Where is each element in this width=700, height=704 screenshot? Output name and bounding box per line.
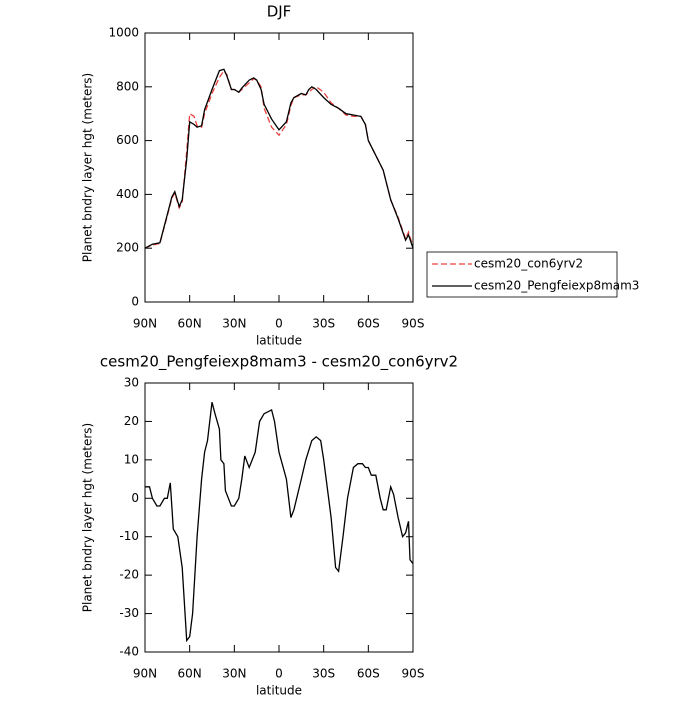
x-tick-label: 60S — [357, 667, 380, 681]
y-tick-label: 0 — [131, 295, 139, 309]
chart-title: cesm20_Pengfeiexp8mam3 - cesm20_con6yrv2 — [100, 353, 458, 372]
y-tick-label: -20 — [119, 568, 139, 582]
x-axis-label: latitude — [256, 334, 302, 348]
y-tick-label: 30 — [124, 376, 139, 390]
x-tick-label: 30N — [222, 317, 246, 331]
x-tick-label: 60N — [178, 667, 202, 681]
y-axis-label: Planet bndry layer hgt (meters) — [81, 423, 95, 613]
chart-title: DJF — [267, 3, 292, 21]
legend-label: cesm20_con6yrv2 — [474, 257, 583, 271]
x-tick-label: 30S — [312, 317, 335, 331]
plot-frame — [144, 382, 414, 653]
y-tick-label: 0 — [131, 491, 139, 505]
y-axis-label: Planet bndry layer hgt (meters) — [81, 73, 95, 263]
y-tick-label: 600 — [116, 133, 139, 147]
y-tick-label: 200 — [116, 241, 139, 255]
y-tick-label: 400 — [116, 187, 139, 201]
y-tick-label: -40 — [119, 645, 139, 659]
y-tick-label: -10 — [119, 529, 139, 543]
line — [145, 402, 414, 643]
x-tick-label: 0 — [275, 317, 283, 331]
x-tick-label: 60N — [178, 317, 202, 331]
x-tick-label: 90S — [402, 317, 425, 331]
x-tick-label: 90N — [133, 317, 157, 331]
x-tick-label: 0 — [275, 667, 283, 681]
x-tick-label: 90S — [402, 667, 425, 681]
x-tick-label: 60S — [357, 317, 380, 331]
legend-box — [426, 251, 618, 298]
legend-label: cesm20_Pengfeiexp8mam3 — [474, 279, 639, 293]
plot-frame — [144, 32, 414, 303]
x-axis-label: latitude — [256, 684, 302, 698]
y-tick-label: 10 — [124, 452, 139, 466]
y-tick-label: 1000 — [108, 26, 139, 40]
x-tick-label: 30N — [222, 667, 246, 681]
x-tick-label: 30S — [312, 667, 335, 681]
y-tick-label: 20 — [124, 414, 139, 428]
line — [144, 68, 414, 249]
y-tick-label: -30 — [119, 606, 139, 620]
x-tick-label: 90N — [133, 667, 157, 681]
line — [144, 69, 414, 249]
y-tick-label: 800 — [116, 79, 139, 93]
